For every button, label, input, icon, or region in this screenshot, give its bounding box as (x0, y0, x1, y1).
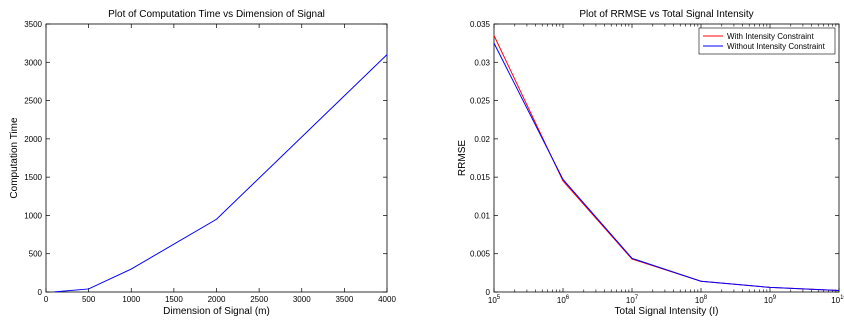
y-tick-label: 1500 (24, 173, 42, 182)
series-line-1 (493, 35, 840, 291)
x-tick-label: 2500 (250, 295, 268, 304)
chart-title: Plot of RRMSE vs Total Signal Intensity (579, 9, 753, 20)
x-tick-label: 4000 (378, 295, 396, 304)
x-tick-label: 0 (44, 295, 49, 304)
y-axis-label: RRMSE (457, 140, 468, 176)
x-tick-label: 109 (764, 295, 777, 305)
y-tick-label: 0 (486, 288, 491, 297)
plot-area-frame (45, 23, 388, 293)
y-tick-label: 0.01 (474, 211, 490, 220)
x-tick-label: 108 (695, 295, 708, 305)
x-tick-label: 107 (626, 295, 639, 305)
y-tick-label: 0.015 (470, 173, 491, 182)
series-line-1 (54, 54, 388, 293)
chart-title: Plot of Computation Time vs Dimension of… (108, 9, 325, 20)
legend-label: With Intensity Constraint (727, 32, 814, 41)
legend-label: Without Intensity Constraint (727, 42, 826, 51)
x-axis-label: Dimension of Signal (m) (163, 306, 270, 317)
legend-box (698, 27, 836, 55)
y-tick-label: 3500 (24, 20, 42, 29)
series-line-2 (493, 42, 840, 291)
y-tick-label: 3000 (24, 58, 42, 67)
x-tick-label: 1500 (165, 295, 183, 304)
y-tick-label: 1000 (24, 211, 42, 220)
x-tick-label: 106 (557, 295, 570, 305)
x-axis-label: Total Signal Intensity (I) (615, 306, 719, 317)
y-tick-label: 0.025 (470, 97, 491, 106)
y-tick-label: 0.035 (470, 20, 491, 29)
x-tick-label: 1000 (122, 295, 140, 304)
x-minor-ticks (514, 24, 837, 292)
x-tick-label: 105 (488, 295, 501, 305)
chart-1: 0 500 1000 1500 2000 2500 3000 3500 4000 0 500 1000… (9, 9, 396, 317)
y-tick-label: 2500 (24, 97, 42, 106)
x-tick-label: 3000 (293, 295, 311, 304)
y-tick-label: 0 (38, 288, 43, 297)
y-tick-label: 2000 (24, 135, 42, 144)
y-tick-label: 0.02 (474, 135, 490, 144)
y-tick-label: 0.03 (474, 58, 490, 67)
x-tick-label: 500 (82, 295, 96, 304)
x-tick-label: 3500 (335, 295, 353, 304)
y-tick-label: 0.005 (470, 250, 491, 259)
y-axis-label: Computation Time (9, 117, 20, 199)
plot-area-frame (493, 23, 840, 293)
y-tick-label: 500 (29, 250, 43, 259)
x-tick-label: 2000 (208, 295, 226, 304)
